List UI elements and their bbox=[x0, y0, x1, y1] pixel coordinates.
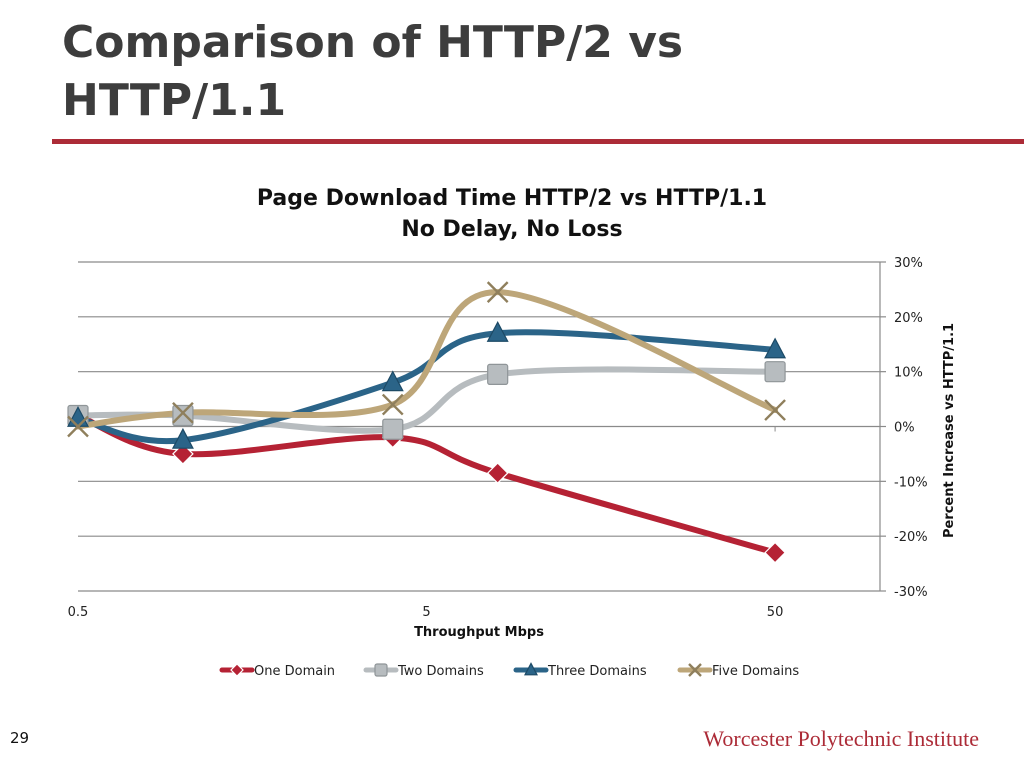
y-axis-label: Percent Increase vs HTTP/1.1 bbox=[942, 323, 957, 538]
legend-marker-one-domain bbox=[230, 663, 244, 677]
slide-title: Comparison of HTTP/2 vs HTTP/1.1 bbox=[62, 14, 782, 130]
x-tick-label: 50 bbox=[767, 605, 784, 620]
y-tick-label: -20% bbox=[894, 530, 928, 545]
data-point-two-domains bbox=[382, 418, 404, 440]
legend-item-three-domains: Three Domains bbox=[513, 662, 647, 679]
data-point-two-domains bbox=[487, 363, 509, 386]
data-point-five-domains bbox=[172, 401, 194, 424]
data-point-three-domains bbox=[381, 370, 404, 392]
data-point-three-domains bbox=[486, 320, 509, 342]
y-tick-label: 10% bbox=[894, 366, 923, 381]
x-marker-stroke bbox=[172, 401, 194, 424]
x-marker-stroke bbox=[764, 399, 786, 421]
legend-marker-two-domains bbox=[374, 663, 388, 677]
x-marker-stroke bbox=[486, 281, 509, 304]
legend-marker-three-domains bbox=[524, 662, 538, 676]
data-point-five-domains bbox=[764, 399, 786, 421]
legend-label: Two Domains bbox=[397, 664, 484, 679]
title-divider bbox=[52, 139, 1024, 144]
series-line-three-domains bbox=[75, 329, 779, 445]
legend-label: Five Domains bbox=[712, 664, 799, 679]
legend-item-one-domain: One Domain bbox=[219, 663, 335, 679]
data-point-three-domains bbox=[764, 337, 787, 359]
data-point-five-domains bbox=[67, 415, 89, 438]
x-marker-stroke bbox=[688, 663, 702, 677]
chart-title: Page Download Time HTTP/2 vs HTTP/1.1 No… bbox=[160, 183, 864, 245]
data-point-five-domains bbox=[486, 281, 509, 304]
data-point-five-domains bbox=[381, 393, 404, 416]
x-marker-stroke bbox=[67, 415, 89, 438]
y-tick-label: 30% bbox=[894, 256, 923, 271]
data-point-two-domains bbox=[764, 361, 786, 383]
legend-item-five-domains: Five Domains bbox=[677, 663, 799, 679]
institution-wordmark: Worcester Polytechnic Institute bbox=[703, 726, 979, 751]
data-point-two-domains bbox=[172, 404, 194, 427]
y-tick-label: -30% bbox=[894, 585, 928, 600]
x-tick-label: 5 bbox=[422, 605, 430, 620]
legend-marker-five-domains bbox=[688, 663, 702, 677]
data-point-one-domain bbox=[486, 462, 509, 484]
chart-title-line-2: No Delay, No Loss bbox=[401, 217, 623, 242]
y-tick-label: 0% bbox=[894, 421, 915, 436]
slide-title-line-2: HTTP/1.1 bbox=[62, 75, 287, 126]
slide-title-line-1: Comparison of HTTP/2 vs bbox=[62, 17, 684, 68]
data-point-one-domain bbox=[172, 443, 194, 465]
x-axis-label: Throughput Mbps bbox=[414, 625, 544, 640]
y-tick-label: -10% bbox=[894, 475, 928, 490]
slide-number: 29 bbox=[10, 729, 30, 747]
x-marker-stroke bbox=[381, 393, 404, 416]
data-point-three-domains bbox=[171, 427, 194, 449]
y-tick-label: 20% bbox=[894, 311, 923, 326]
chart-title-line-1: Page Download Time HTTP/2 vs HTTP/1.1 bbox=[256, 186, 768, 211]
data-point-one-domain bbox=[764, 541, 786, 564]
legend-label: Three Domains bbox=[547, 664, 647, 679]
line-chart: 30% 20% 10% 0% -10% -20% -30% 0.5 5 50 Throughput … bbox=[67, 256, 957, 679]
x-tick-label: 0.5 bbox=[68, 605, 89, 620]
series-line-five-domains bbox=[75, 289, 779, 430]
legend-label: One Domain bbox=[254, 664, 335, 679]
legend-item-two-domains: Two Domains bbox=[363, 663, 484, 679]
